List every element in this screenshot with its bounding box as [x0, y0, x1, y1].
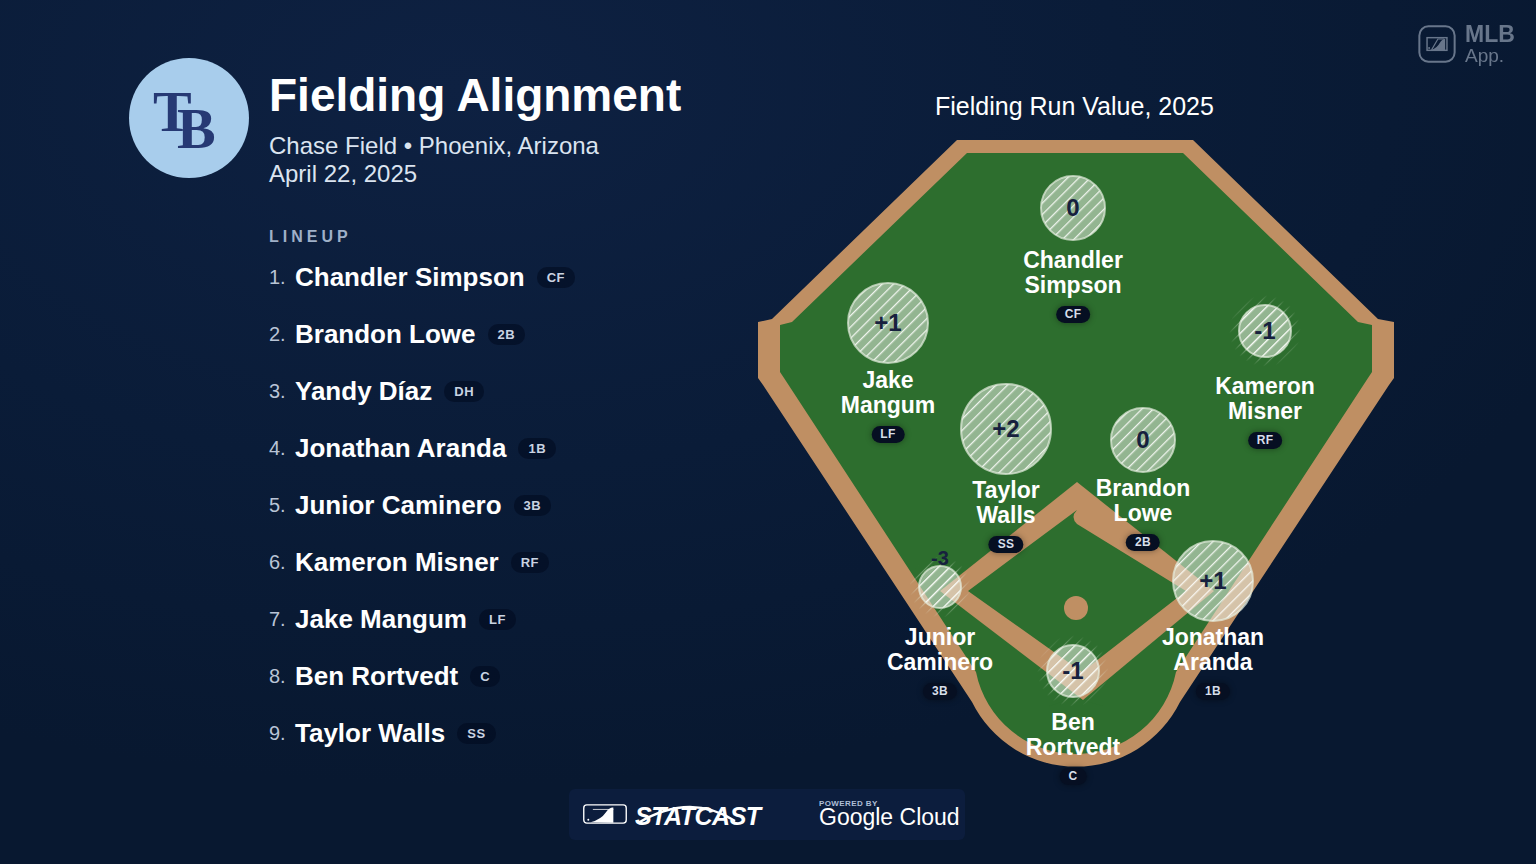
svg-text:STATCAST: STATCAST: [635, 802, 764, 830]
